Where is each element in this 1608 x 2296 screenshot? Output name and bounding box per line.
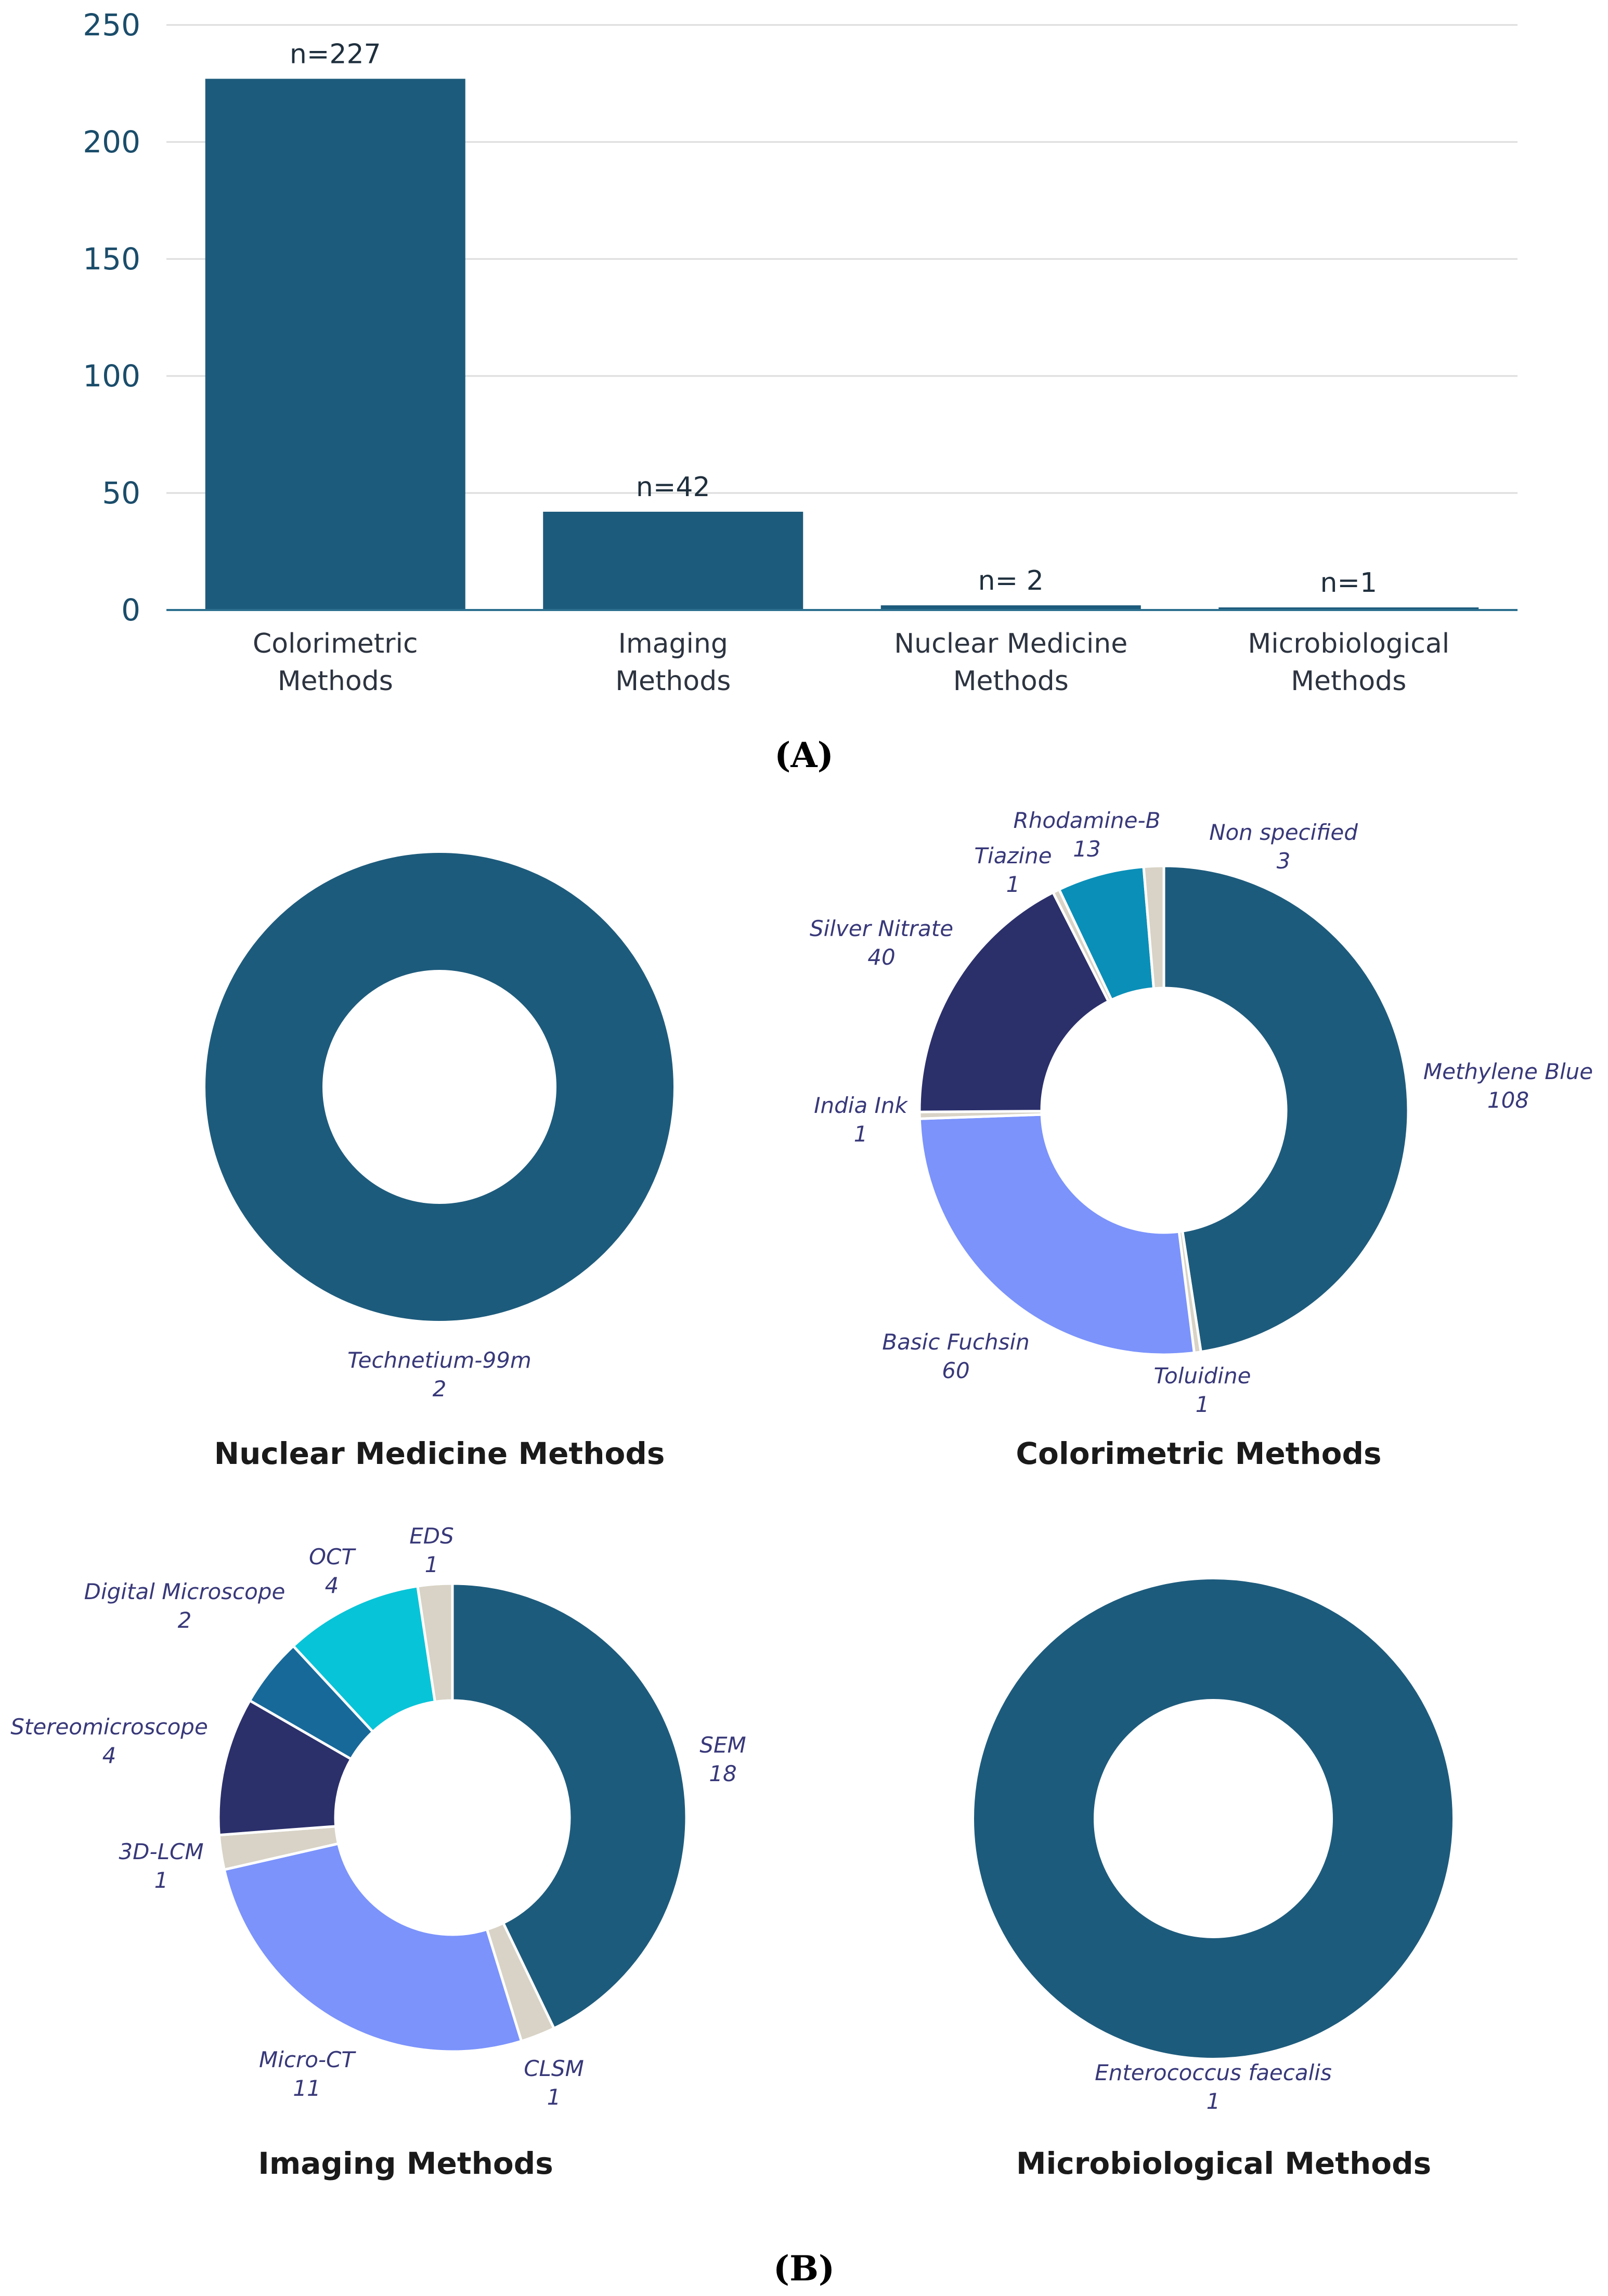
slice-value-label: 108 [1487,1087,1529,1113]
donut-slice [223,1842,523,2053]
slice-label: Basic Fuchsin [882,1329,1030,1355]
bar [1218,607,1479,610]
bar [205,79,465,610]
slice-label: Micro-CT [259,2047,356,2072]
slice-label: Silver Nitrate [810,916,953,941]
panel-label-a: (A) [774,735,834,775]
slice-label: Rhodamine-B [1014,808,1161,833]
slice-value-label: 4 [102,1743,116,1768]
data-label: n=42 [636,472,710,503]
donut-slice [974,1579,1453,2058]
slice-label: Stereomicroscope [10,1714,208,1740]
slice-label: OCT [309,1544,356,1569]
slice-value-label: 2 [433,1376,447,1402]
x-tick-label: Colorimetric [253,628,418,659]
slice-value-label: 1 [1006,872,1020,897]
y-tick-label: 200 [83,124,140,160]
bar-chart: 0 50 100 150 200 250 n=227 Colorimetric Methods n… [83,7,1518,697]
slice-value-label: 18 [709,1761,736,1786]
data-label: n=1 [1320,567,1377,599]
slice-value-label: 1 [1196,1392,1210,1417]
slice-label: Toluidine [1154,1363,1251,1389]
donut-chart: Methylene Blue 108 Toluidine 1 Basic Fuchsin… [810,808,1593,1471]
bar [543,512,803,610]
x-tick-label: Nuclear Medicine [894,628,1127,659]
data-label: n= 2 [978,565,1044,596]
donut-chart: Technetium-99m 2 Nuclear Medicine Methods [205,853,673,1471]
donut-slice [918,890,1110,1113]
donut-slice [451,1582,688,2030]
donut-title: Colorimetric Methods [1016,1436,1381,1471]
slice-value-label: 1 [154,1867,168,1893]
donut-slice [291,1585,437,1734]
y-tick-label: 50 [102,475,140,511]
slice-label: Digital Microscope [84,1579,286,1604]
donut-slice [918,1113,1196,1356]
y-tick-label: 150 [83,241,140,277]
slice-label: Tiazine [974,843,1052,868]
slice-value-label: 3 [1277,848,1291,874]
y-tick-label: 0 [121,592,140,628]
slice-label: Enterococcus faecalis [1095,2060,1332,2085]
x-tick-label: Methods [953,666,1069,697]
slice-value-label: 1 [425,1552,439,1577]
bar [880,605,1141,610]
donut-slice [217,1698,353,1837]
donut-title: Microbiological Methods [1016,2146,1431,2181]
slice-value-label: 60 [942,1358,969,1383]
donut-title: Imaging Methods [258,2146,553,2181]
donut-slice [1142,864,1165,990]
donut-chart: SEM 18 CLSM 1 Micro-CT 11 3D-LCM 1 Stereomicrosc… [10,1523,746,2181]
slice-value-label: 1 [547,2084,561,2110]
donut-slice [1162,864,1410,1354]
slice-label: SEM [699,1732,746,1758]
slice-label: India Ink [814,1093,908,1118]
donut-slice [416,1582,454,1704]
x-tick-label: Microbiological [1248,628,1449,659]
y-tick-label: 100 [83,358,140,394]
slice-value-label: 40 [867,944,895,970]
donut-chart: Enterococcus faecalis 1 Microbiological Me… [974,1579,1453,2181]
slice-value-label: 13 [1073,836,1100,862]
slice-value-label: 1 [1207,2089,1221,2114]
x-tick-label: Methods [615,666,731,697]
slice-label: CLSM [524,2056,584,2081]
donut-slice [205,853,673,1321]
data-label: n=227 [290,39,381,70]
slice-value-label: 1 [854,1121,868,1147]
slice-label: Methylene Blue [1423,1059,1593,1084]
slice-value-label: 2 [178,1607,192,1633]
x-tick-label: Imaging [618,628,728,659]
slice-label: Non specified [1209,820,1358,845]
slice-value-label: 11 [293,2076,320,2101]
slice-value-label: 4 [325,1573,339,1598]
x-tick-label: Methods [278,666,393,697]
slice-label: 3D-LCM [119,1839,203,1864]
donut-charts: Technetium-99m 2 Nuclear Medicine Methods M… [10,808,1593,2181]
donut-title: Nuclear Medicine Methods [214,1436,665,1471]
x-tick-label: Methods [1291,666,1406,697]
slice-label: EDS [409,1523,454,1549]
y-tick-label: 250 [83,7,140,43]
panel-label-b: (B) [773,2248,835,2289]
slice-label: Technetium-99m [347,1347,531,1373]
